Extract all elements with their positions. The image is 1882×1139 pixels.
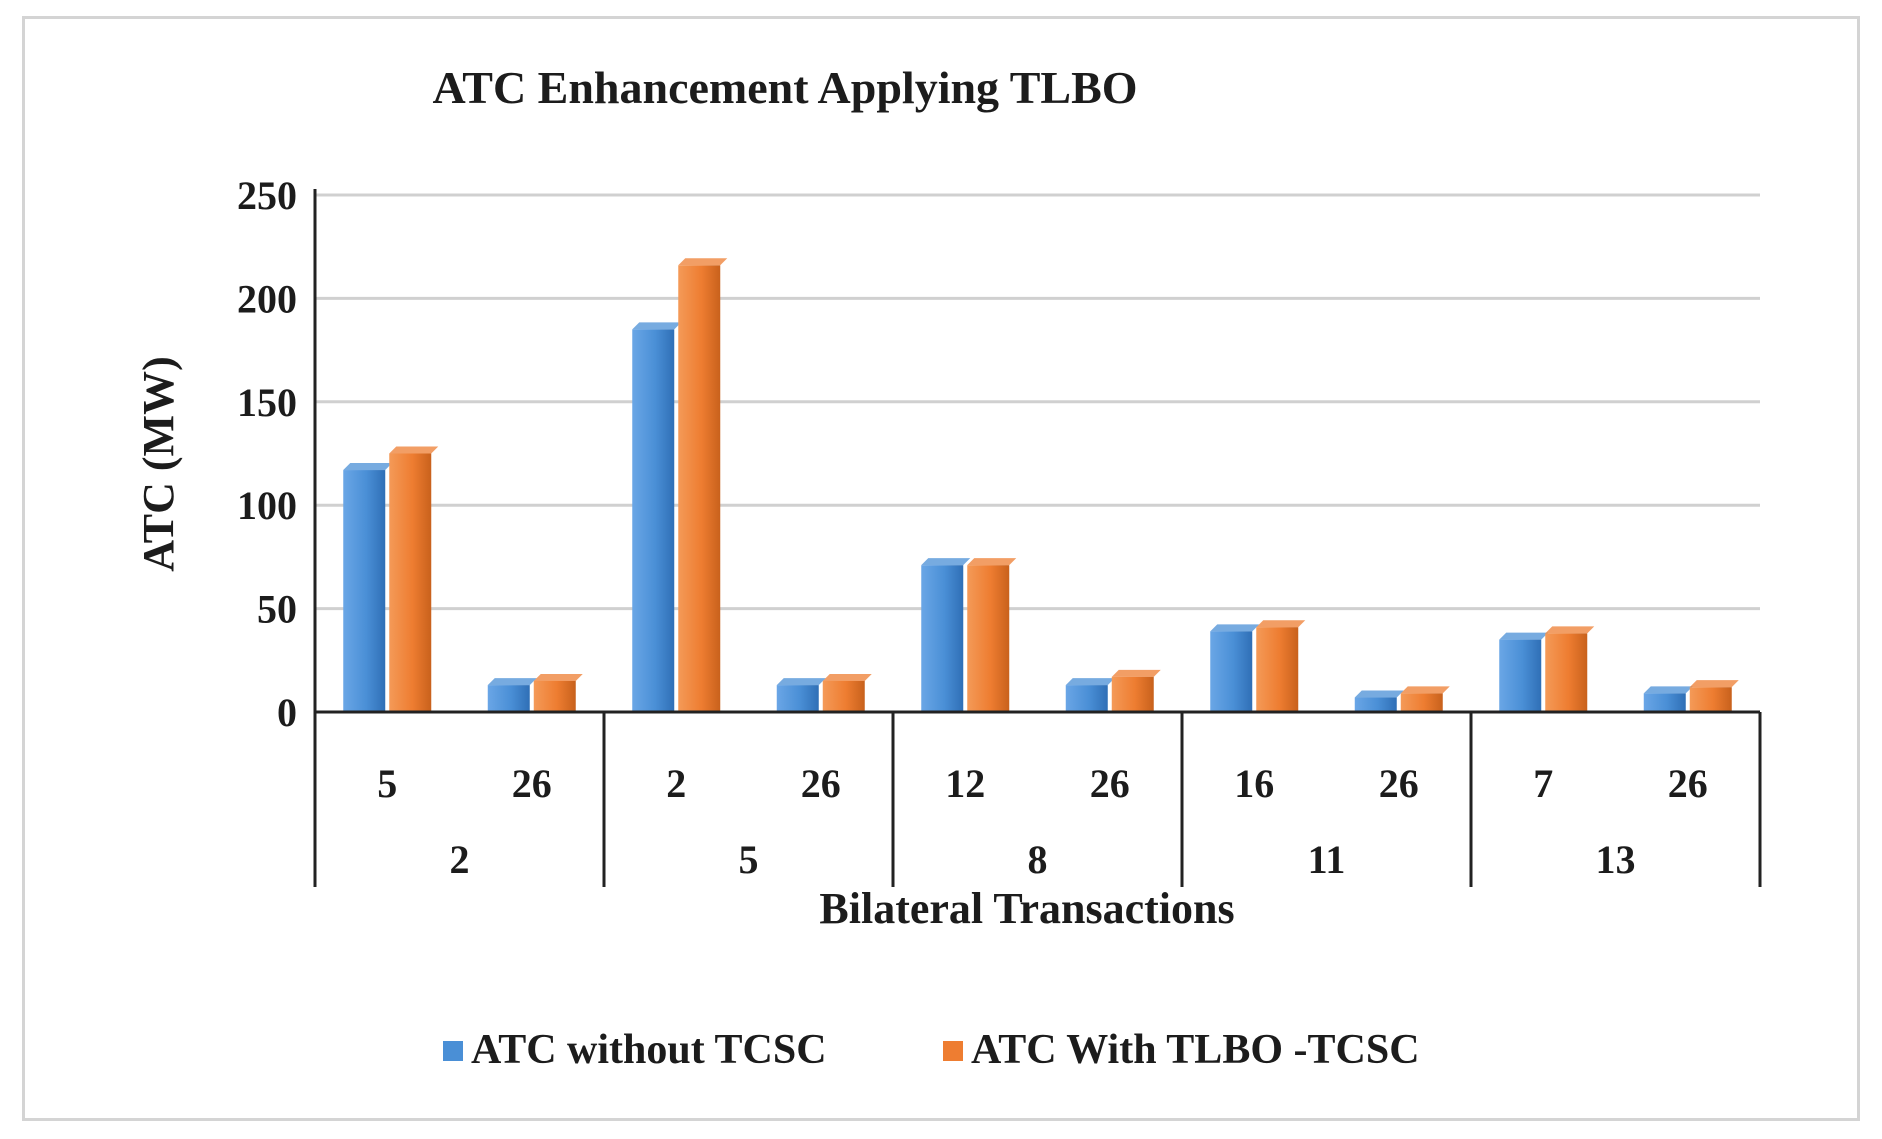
- x-category-label: 7: [1533, 761, 1553, 806]
- bar-top: [1545, 626, 1595, 634]
- bar-top: [776, 678, 826, 686]
- bar-without-tcsc: [632, 322, 682, 712]
- bar-without-tcsc: [1065, 678, 1115, 712]
- bar-top: [389, 446, 439, 454]
- x-category-label: 26: [1668, 761, 1708, 806]
- bar-with-tlbo-tcsc: [1400, 686, 1450, 712]
- bar-without-tcsc: [487, 678, 537, 712]
- x-axis-label: Bilateral Transactions: [819, 884, 1234, 933]
- bar-top: [967, 558, 1017, 566]
- bar-without-tcsc: [776, 678, 826, 712]
- bar-body: [533, 680, 576, 712]
- y-axis-ticks: 0 50 100 150 200 250: [237, 173, 297, 735]
- y-tick-label: 200: [237, 276, 297, 321]
- bar-body: [921, 565, 964, 712]
- bar-body: [776, 685, 819, 712]
- bar-without-tcsc: [1499, 632, 1549, 712]
- bar-top: [343, 463, 393, 471]
- bar-body: [1689, 687, 1732, 712]
- x-category-label: 26: [1379, 761, 1419, 806]
- bar-with-tlbo-tcsc: [967, 558, 1017, 712]
- x-group-label: 2: [450, 837, 470, 882]
- bar-body: [389, 453, 432, 712]
- axes: [313, 189, 1760, 887]
- legend-label-with-tlbo-tcsc: ATC With TLBO -TCSC: [971, 1027, 1420, 1073]
- bar-without-tcsc: [1210, 624, 1260, 712]
- x-category-label: 16: [1234, 761, 1274, 806]
- bar-body: [632, 329, 675, 712]
- bar-without-tcsc: [1643, 686, 1693, 712]
- bar-body: [1256, 627, 1299, 712]
- bar-chart: ATC Enhancement Applying TLBO 0 50 100 150 2…: [134, 62, 1762, 1073]
- bar-with-tlbo-tcsc: [822, 673, 872, 712]
- bar-top: [1354, 690, 1404, 698]
- bar-with-tlbo-tcsc: [1256, 620, 1306, 712]
- bar-body: [1545, 633, 1588, 712]
- bar-body: [1111, 676, 1154, 712]
- x-category-label: 26: [512, 761, 552, 806]
- bar-top: [1210, 624, 1260, 632]
- bar-body: [678, 265, 721, 712]
- y-axis-label: ATC (MW): [134, 356, 183, 571]
- bar-marks: [343, 258, 1739, 712]
- bar-top: [822, 673, 872, 681]
- bar-top: [1400, 686, 1450, 694]
- bar-top: [533, 673, 583, 681]
- bar-body: [1065, 685, 1108, 712]
- legend: ATC without TCSC ATC With TLBO -TCSC: [443, 1027, 1420, 1073]
- legend-label-without-tcsc: ATC without TCSC: [471, 1027, 827, 1073]
- x-group-label: 11: [1308, 837, 1346, 882]
- x-axis-ticks: 5 26 2 26 12 26 16 26 7 26 2 5 8 11 13: [377, 712, 1762, 887]
- bar-top: [1689, 680, 1739, 688]
- bar-with-tlbo-tcsc: [1689, 680, 1739, 712]
- bar-without-tcsc: [921, 558, 971, 712]
- x-category-label: 12: [945, 761, 985, 806]
- y-tick-label: 100: [237, 483, 297, 528]
- bar-with-tlbo-tcsc: [533, 673, 583, 712]
- bar-top: [632, 322, 682, 330]
- bar-body: [1354, 697, 1397, 712]
- bar-with-tlbo-tcsc: [1111, 669, 1161, 712]
- bar-body: [1499, 639, 1542, 712]
- legend-swatch-with-tlbo-tcsc: [943, 1041, 963, 1061]
- bar-top: [487, 678, 537, 686]
- x-category-label: 5: [377, 761, 397, 806]
- y-tick-label: 150: [237, 380, 297, 425]
- gridlines: [315, 193, 1760, 611]
- x-category-label: 2: [666, 761, 686, 806]
- bar-top: [1111, 669, 1161, 677]
- bar-top: [1643, 686, 1693, 694]
- bar-without-tcsc: [1354, 690, 1404, 712]
- bar-body: [1210, 631, 1253, 712]
- bar-body: [1400, 693, 1443, 712]
- x-group-label: 5: [739, 837, 759, 882]
- bar-body: [967, 565, 1010, 712]
- bar-with-tlbo-tcsc: [389, 446, 439, 712]
- bar-body: [1643, 693, 1686, 712]
- bar-without-tcsc: [343, 463, 393, 712]
- bar-top: [1065, 678, 1115, 686]
- bar-body: [343, 470, 386, 712]
- y-tick-label: 250: [237, 173, 297, 218]
- y-tick-label: 50: [257, 587, 297, 632]
- bar-body: [487, 685, 530, 712]
- x-category-label: 26: [801, 761, 841, 806]
- bar-body: [822, 680, 865, 712]
- bar-top: [678, 258, 728, 266]
- legend-swatch-without-tcsc: [443, 1041, 463, 1061]
- chart-frame: ATC Enhancement Applying TLBO 0 50 100 150 2…: [22, 16, 1860, 1121]
- bar-top: [1499, 632, 1549, 640]
- bar-top: [1256, 620, 1306, 628]
- y-tick-label: 0: [277, 690, 297, 735]
- bar-with-tlbo-tcsc: [678, 258, 728, 712]
- x-group-label: 8: [1028, 837, 1048, 882]
- bar-with-tlbo-tcsc: [1545, 626, 1595, 712]
- x-group-label: 13: [1596, 837, 1636, 882]
- bar-top: [921, 558, 971, 566]
- x-category-label: 26: [1090, 761, 1130, 806]
- chart-title: ATC Enhancement Applying TLBO: [432, 62, 1137, 113]
